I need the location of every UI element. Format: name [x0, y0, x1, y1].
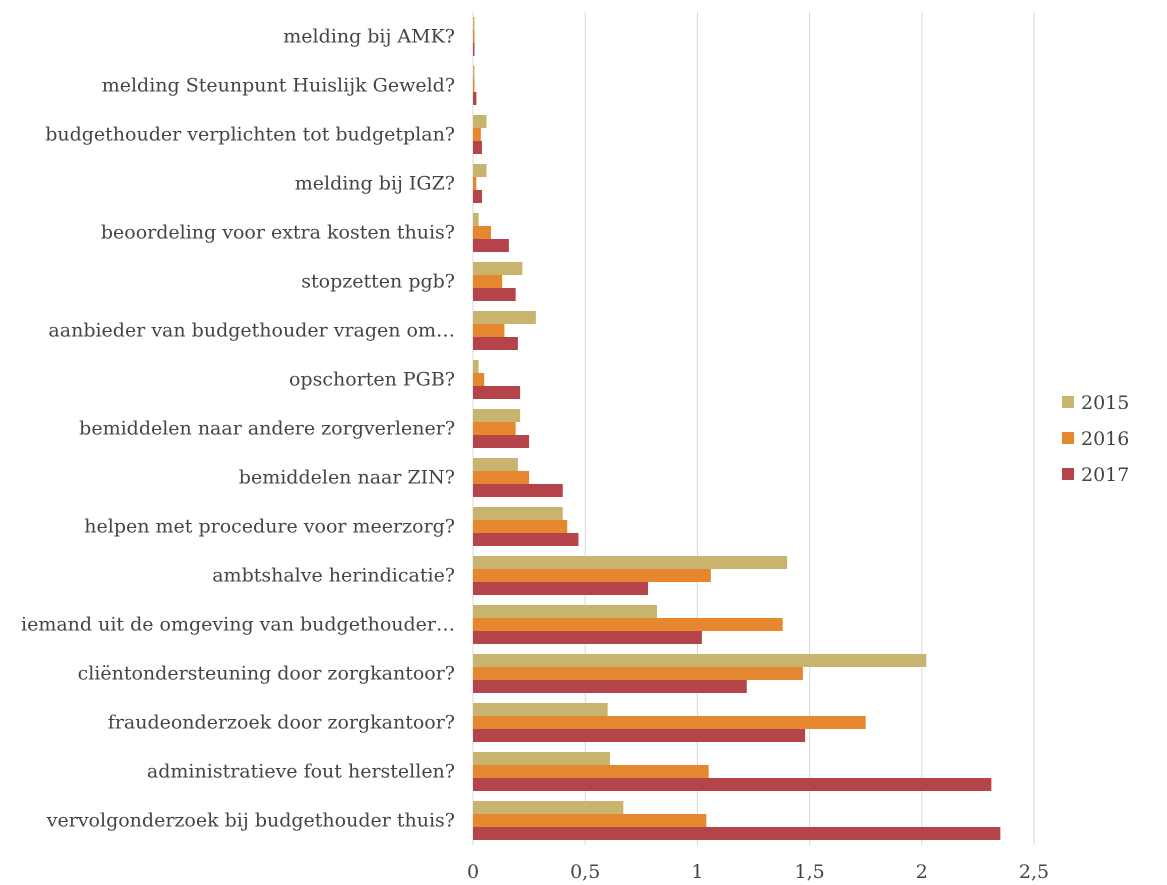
bar-2015 — [473, 801, 624, 814]
bar-2015 — [473, 654, 927, 667]
x-tick-label: 0 — [467, 861, 479, 883]
bar-2017 — [473, 729, 806, 742]
bar-2015 — [473, 213, 479, 226]
bar-2015 — [473, 409, 521, 422]
bar-2016 — [473, 324, 505, 337]
bar-2015 — [473, 556, 788, 569]
bar-2016 — [473, 765, 709, 778]
bar-2016 — [473, 814, 707, 827]
bar-2015 — [473, 752, 610, 765]
bar-2016 — [473, 30, 475, 43]
bar-2015 — [473, 507, 563, 520]
bar-2016 — [473, 79, 475, 92]
category-label: stopzetten pgb? — [301, 271, 455, 293]
bars — [473, 17, 1001, 840]
bar-2017 — [473, 337, 518, 350]
category-label: beoordeling voor extra kosten thuis? — [101, 222, 455, 244]
category-label: iemand uit de omgeving van budgethouder… — [21, 614, 455, 636]
bar-2015 — [473, 262, 523, 275]
bar-2015 — [473, 66, 475, 79]
bar-2017 — [473, 582, 649, 595]
bar-2016 — [473, 275, 503, 288]
bar-2017 — [473, 631, 702, 644]
bar-2017 — [473, 43, 475, 56]
bar-2016 — [473, 373, 485, 386]
x-axis-tick-labels: 0 0,5 1 1,5 2 2,5 — [467, 861, 1049, 883]
category-label: ambtshalve herindicatie? — [212, 565, 455, 587]
category-label: vervolgonderzoek bij budgethouder thuis? — [46, 810, 455, 832]
bar-2015 — [473, 360, 479, 373]
bar-2017 — [473, 778, 992, 791]
legend-swatch-2015 — [1062, 396, 1074, 408]
category-label: bemiddelen naar andere zorgverlener? — [79, 418, 455, 440]
bar-2016 — [473, 177, 477, 190]
x-tick-label: 1,5 — [794, 861, 824, 883]
bar-2015 — [473, 115, 487, 128]
bar-2016 — [473, 569, 711, 582]
bar-2015 — [473, 605, 658, 618]
bar-2015 — [473, 17, 475, 30]
bar-2017 — [473, 435, 530, 448]
bar-2016 — [473, 618, 783, 631]
category-label: cliëntondersteuning door zorgkantoor? — [78, 663, 455, 685]
bar-2016 — [473, 128, 481, 141]
bar-2017 — [473, 288, 516, 301]
category-label: melding bij AMK? — [283, 26, 455, 48]
category-label: bemiddelen naar ZIN? — [239, 467, 455, 489]
category-label: melding bij IGZ? — [295, 173, 455, 195]
x-tick-label: 2 — [916, 861, 928, 883]
bar-2017 — [473, 141, 482, 154]
bar-2017 — [473, 533, 579, 546]
bar-2016 — [473, 422, 516, 435]
legend-label: 2017 — [1081, 464, 1129, 486]
legend: 2015 2016 2017 — [1062, 392, 1129, 486]
legend-label: 2016 — [1081, 428, 1129, 450]
category-label: budgethouder verplichten tot budgetplan? — [45, 124, 455, 146]
category-label: administratieve fout herstellen? — [147, 761, 455, 783]
legend-label: 2015 — [1081, 392, 1129, 414]
x-tick-label: 1 — [691, 861, 703, 883]
x-tick-label: 0,5 — [570, 861, 600, 883]
bar-2016 — [473, 520, 568, 533]
legend-swatch-2017 — [1062, 468, 1074, 480]
bar-2016 — [473, 667, 803, 680]
bar-2015 — [473, 703, 608, 716]
category-label: aanbieder van budgethouder vragen om… — [48, 320, 455, 342]
bar-2017 — [473, 190, 482, 203]
bar-2017 — [473, 239, 509, 252]
category-label: melding Steunpunt Huislijk Geweld? — [102, 75, 455, 97]
bar-2016 — [473, 471, 530, 484]
legend-swatch-2016 — [1062, 432, 1074, 444]
bar-2017 — [473, 827, 1001, 840]
bar-2017 — [473, 680, 747, 693]
bar-2017 — [473, 484, 563, 497]
bar-2016 — [473, 226, 491, 239]
category-label: helpen met procedure voor meerzorg? — [84, 516, 455, 538]
bar-2017 — [473, 92, 477, 105]
bar-2015 — [473, 311, 536, 324]
category-labels: melding bij AMK? melding Steunpunt Huisli… — [21, 26, 455, 832]
bar-2015 — [473, 458, 518, 471]
bar-2016 — [473, 716, 866, 729]
x-tick-label: 2,5 — [1019, 861, 1049, 883]
bar-2015 — [473, 164, 487, 177]
category-label: opschorten PGB? — [289, 369, 455, 391]
category-label: fraudeonderzoek door zorgkantoor? — [108, 712, 455, 734]
bar-2017 — [473, 386, 521, 399]
